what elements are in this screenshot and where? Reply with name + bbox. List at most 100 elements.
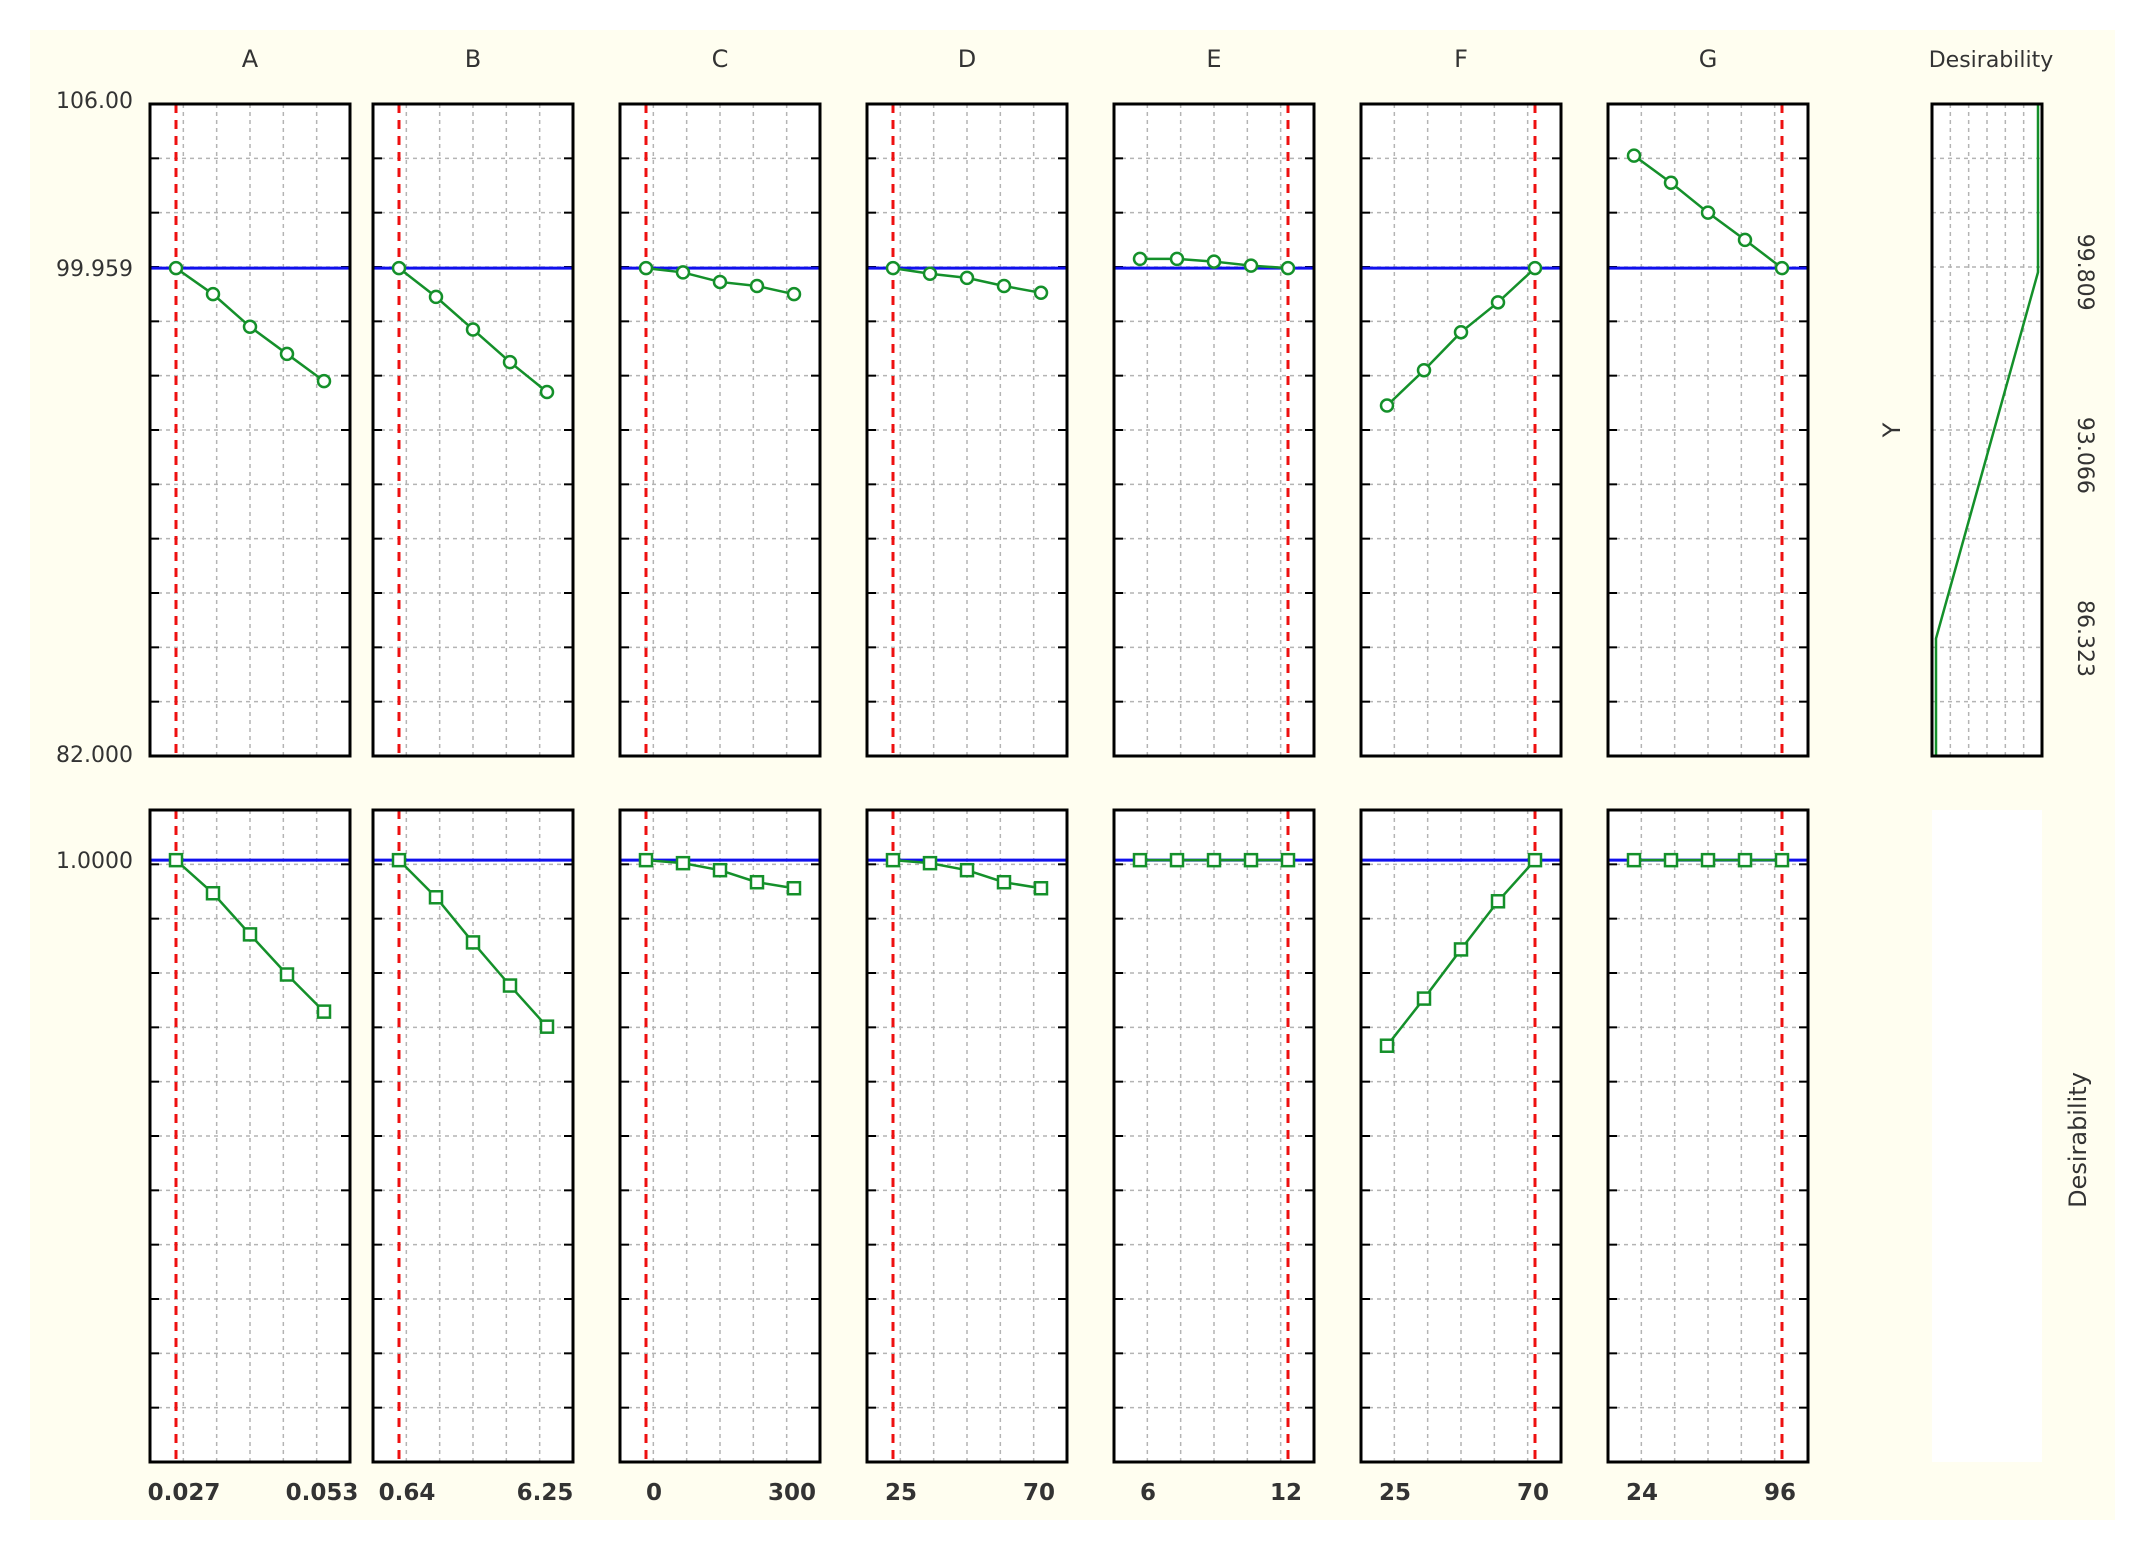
factor-e-y-point [1243, 258, 1259, 273]
y-axis-label: Y [1878, 422, 1906, 438]
factor-b-tick-label-min: 0.64 [379, 1480, 436, 1506]
factor-a-y-frame [148, 102, 352, 758]
factor-f-d-point [1379, 1038, 1395, 1053]
desirability-column-tick-label: 99.809 [2072, 234, 2097, 311]
factor-a-tick-label-max: 0.053 [286, 1480, 359, 1506]
factor-c-y-point [638, 260, 654, 276]
factor-f-title: F [1454, 45, 1468, 73]
factor-d-y-point [959, 270, 975, 286]
factor-e-d-point [1132, 852, 1148, 868]
factor-d-y-point [996, 278, 1012, 294]
factor-c-d-point [638, 852, 654, 868]
factor-e-y-point [1132, 251, 1148, 267]
factor-e-title: E [1206, 45, 1221, 73]
factor-c-y-point [712, 274, 728, 290]
factor-a-y-point [205, 286, 221, 302]
factor-b-y-frame [371, 102, 575, 758]
factor-e-d-point [1169, 852, 1185, 868]
factor-f-y-point [1490, 295, 1506, 310]
factor-f-d-point [1527, 852, 1543, 868]
factor-c-y-point [786, 286, 802, 302]
factor-b-y-point [391, 260, 407, 276]
factor-g-d-point [1774, 852, 1790, 868]
factor-a-y-point [168, 260, 184, 276]
factor-g-d-point [1700, 852, 1716, 868]
factor-c-d-frame [618, 808, 822, 1464]
factor-a-y-point [242, 319, 258, 335]
factor-d-d-point [922, 855, 938, 871]
factor-b-y-point [465, 322, 481, 337]
y-tick-label-current: 99.959 [56, 257, 133, 282]
factor-e-d-point [1206, 852, 1222, 868]
d-tick-label-current: 1.0000 [56, 849, 133, 874]
factor-a-y-point [279, 346, 295, 362]
factor-g-y-point [1700, 205, 1716, 220]
factor-f-y-frame [1359, 102, 1563, 758]
factor-d-title: D [958, 45, 976, 73]
factor-f-y-point [1379, 398, 1395, 413]
factor-g-y-point [1663, 175, 1679, 191]
factor-d-tick-label-max: 70 [1023, 1480, 1055, 1506]
factor-g-tick-label-max: 96 [1764, 1480, 1796, 1506]
factor-a-d-point [168, 852, 184, 868]
factor-c-d-point [786, 880, 802, 896]
factor-b-d-point [539, 1019, 555, 1034]
desirability-column-frame [1930, 102, 2044, 758]
factor-d-d-frame [865, 808, 1069, 1464]
factor-f-tick-label-min: 25 [1379, 1480, 1411, 1506]
y-tick-label-bottom: 82.000 [56, 743, 133, 768]
factor-d-tick-label-min: 25 [885, 1480, 917, 1506]
factor-d-y-point [1033, 285, 1049, 301]
factor-b-tick-label-max: 6.25 [517, 1480, 574, 1506]
factor-a-d-point [316, 1004, 332, 1019]
factor-a-y-point [316, 373, 332, 389]
factor-g-tick-label-min: 24 [1626, 1480, 1658, 1506]
factor-b-d-point [391, 852, 407, 868]
factor-e-d-point [1280, 852, 1296, 868]
factor-g-d-point [1737, 852, 1753, 868]
factor-b-y-point [502, 354, 518, 370]
factor-a-tick-label-min: 0.027 [148, 1480, 221, 1506]
factor-a-title: A [242, 45, 259, 73]
factor-b-d-frame [371, 808, 575, 1464]
factor-g-d-frame [1606, 808, 1810, 1464]
desirability-blank-area [1932, 810, 2042, 1462]
factor-g-y-frame [1606, 102, 1810, 758]
factor-b-d-point [502, 978, 518, 993]
factor-d-y-point [922, 266, 938, 282]
factor-g-y-point [1737, 232, 1753, 248]
factor-e-d-point [1243, 852, 1259, 868]
factor-e-y-point [1206, 254, 1222, 269]
factor-g-d-point [1663, 852, 1679, 868]
factor-f-d-point [1416, 991, 1432, 1006]
factor-a-d-point [242, 927, 258, 942]
factor-b-y-point [539, 384, 555, 400]
factor-c-y-point [749, 278, 765, 294]
factor-f-y-point [1416, 362, 1432, 378]
factor-d-d-point [1033, 880, 1049, 896]
factor-e-tick-label-min: 6 [1140, 1480, 1156, 1506]
factor-g-d-point [1626, 852, 1642, 868]
factor-c-y-frame [618, 102, 822, 758]
factor-c-y-point [675, 265, 691, 280]
factor-a-d-point [279, 967, 295, 982]
factor-g-y-point [1626, 148, 1642, 163]
factor-d-d-point [996, 874, 1012, 890]
factor-b-d-point [428, 890, 444, 905]
y-tick-label-top: 106.00 [56, 89, 133, 114]
factor-g-title: G [1699, 45, 1718, 73]
factor-e-tick-label-max: 12 [1270, 1480, 1302, 1506]
factor-f-d-point [1490, 894, 1506, 909]
desirability-axis-label: Desirability [2064, 1072, 2092, 1208]
factor-c-d-point [675, 855, 691, 871]
factor-a-d-point [205, 886, 221, 901]
desirability-column-tick-label: 93.066 [2072, 417, 2097, 494]
factor-f-d-frame [1359, 808, 1563, 1464]
desirability-profile-line [1934, 104, 2040, 756]
factor-f-y-point [1527, 260, 1543, 276]
factor-b-title: B [465, 45, 481, 73]
factor-d-y-frame [865, 102, 1069, 758]
factor-f-y-point [1453, 324, 1469, 340]
factor-d-d-point [959, 862, 975, 878]
